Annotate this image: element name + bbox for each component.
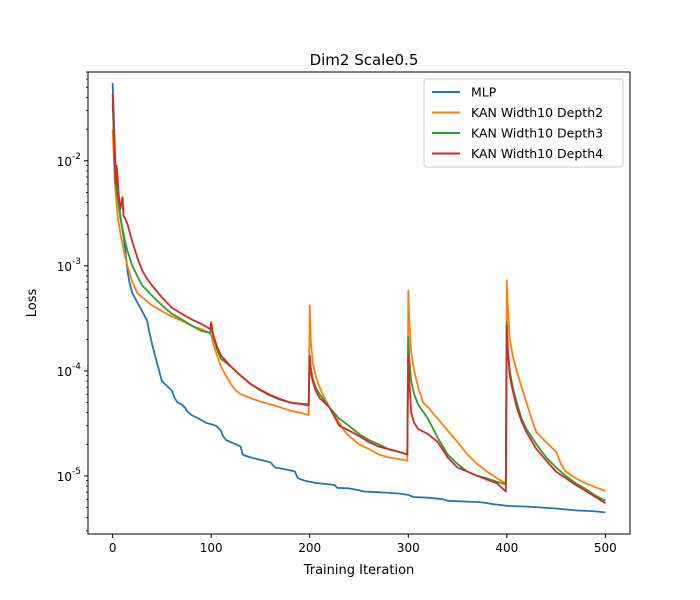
- series-line-mlp: [111, 82, 606, 514]
- y-tick-label: 10-2: [57, 152, 81, 169]
- legend-box: [423, 78, 624, 168]
- x-tick-label: 100: [200, 541, 223, 555]
- y-axis-label: Loss: [25, 289, 40, 318]
- series-line-kan-width10-depth4: [111, 94, 606, 504]
- y-tick-label: 10-3: [57, 257, 81, 274]
- series-line-kan-width10-depth2: [111, 129, 606, 492]
- y-tick-label: 10-5: [57, 467, 81, 484]
- x-tick-label: 500: [594, 541, 617, 555]
- y-tick-label: 10-4: [57, 362, 82, 379]
- y-tick-base: 10: [57, 260, 72, 274]
- plot-area-frame: [87, 71, 631, 535]
- x-tick-label: 300: [397, 541, 420, 555]
- series-layer: [111, 82, 606, 514]
- y-tick-base: 10: [57, 470, 72, 484]
- y-axis: 10-510-410-310-2: [57, 71, 88, 532]
- x-axis-label: Training Iteration: [303, 563, 415, 578]
- y-tick-base: 10: [57, 155, 72, 169]
- y-tick-exponent: -2: [72, 152, 81, 162]
- y-tick-exponent: -4: [72, 362, 81, 372]
- y-tick-exponent: -5: [72, 467, 81, 477]
- y-tick-exponent: -3: [72, 257, 81, 267]
- legend-label-kan-width10-depth4: KAN Width10 Depth4: [471, 146, 603, 161]
- x-tick-label: 400: [495, 541, 518, 555]
- x-tick-label: 200: [298, 541, 321, 555]
- x-tick-label: 0: [109, 541, 117, 555]
- x-axis: 0 100 200 300 400 500: [109, 534, 617, 555]
- legend: MLP KAN Width10 Depth2 KAN Width10 Depth3 K…: [423, 78, 624, 168]
- legend-label-kan-width10-depth2: KAN Width10 Depth2: [471, 105, 603, 120]
- legend-label-kan-width10-depth3: KAN Width10 Depth3: [471, 126, 603, 141]
- y-tick-base: 10: [57, 365, 72, 379]
- chart-title: Dim2 Scale0.5: [310, 51, 419, 69]
- legend-label-mlp: MLP: [471, 85, 497, 100]
